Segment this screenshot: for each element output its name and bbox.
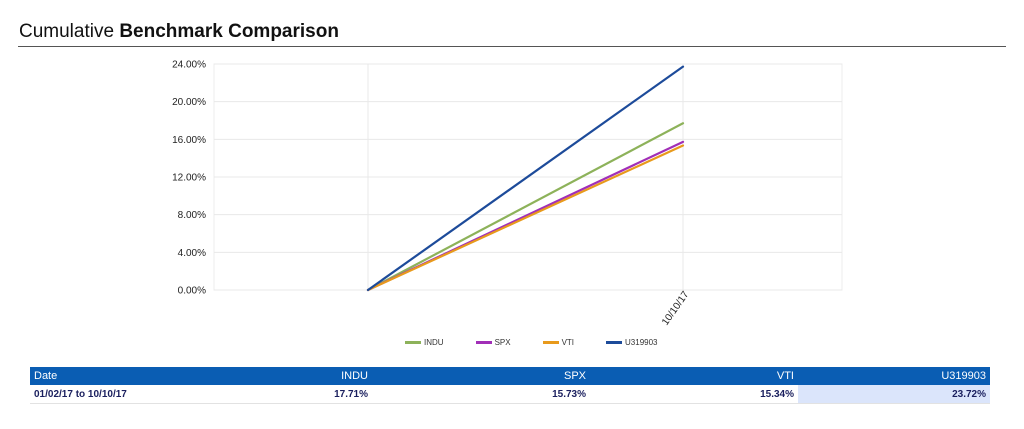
cell-date: 01/02/17 to 10/10/17 [30,385,164,404]
header-u319903: U319903 [798,367,990,385]
cell-vti: 15.34% [590,385,798,404]
legend-label: INDU [424,337,444,347]
page-title: Cumulative Benchmark Comparison [19,20,339,44]
y-tick-label: 16.00% [172,135,206,146]
y-tick-label: 24.00% [172,60,206,71]
legend-swatch [606,340,623,344]
table-header-row: Date INDU SPX VTI U319903 [30,367,990,385]
chart-legend: INDU SPX VTI U319903 [405,335,658,349]
header-spx: SPX [372,367,590,385]
header-vti: VTI [590,367,798,385]
legend-item-vti[interactable]: VTI [542,337,575,347]
legend-swatch [542,340,559,344]
series-line-vti [366,144,685,292]
legend-item-spx[interactable]: SPX [475,337,511,347]
header-indu: INDU [164,367,372,385]
table-row: 01/02/17 to 10/10/17 17.71% 15.73% 15.34… [30,385,990,404]
cell-spx: 15.73% [372,385,590,404]
x-tick-label: 10/10/17 [660,289,692,328]
header-date: Date [30,367,164,385]
series-line-indu [366,122,685,292]
benchmark-table: Date INDU SPX VTI U319903 01/02/17 to 10… [30,367,990,404]
y-tick-label: 0.00% [178,286,206,297]
legend-item-u319903[interactable]: U319903 [606,337,658,347]
y-tick-label: 20.00% [172,97,206,108]
legend-swatch [405,340,421,344]
legend-label: VTI [561,337,575,347]
legend-label: U319903 [625,337,658,347]
cell-u319903: 23.72% [798,385,990,404]
legend-item-indu[interactable]: INDU [405,338,444,347]
y-tick-label: 12.00% [172,173,206,184]
series-line-u319903 [366,65,685,292]
legend-label: SPX [494,337,511,347]
y-tick-label: 8.00% [178,210,206,221]
y-tick-label: 4.00% [178,248,206,259]
title-bold: Benchmark Comparison [119,21,339,42]
legend-swatch [475,340,492,344]
title-divider [18,46,1006,47]
cell-indu: 17.71% [164,385,372,404]
title-prefix: Cumulative [19,21,115,42]
